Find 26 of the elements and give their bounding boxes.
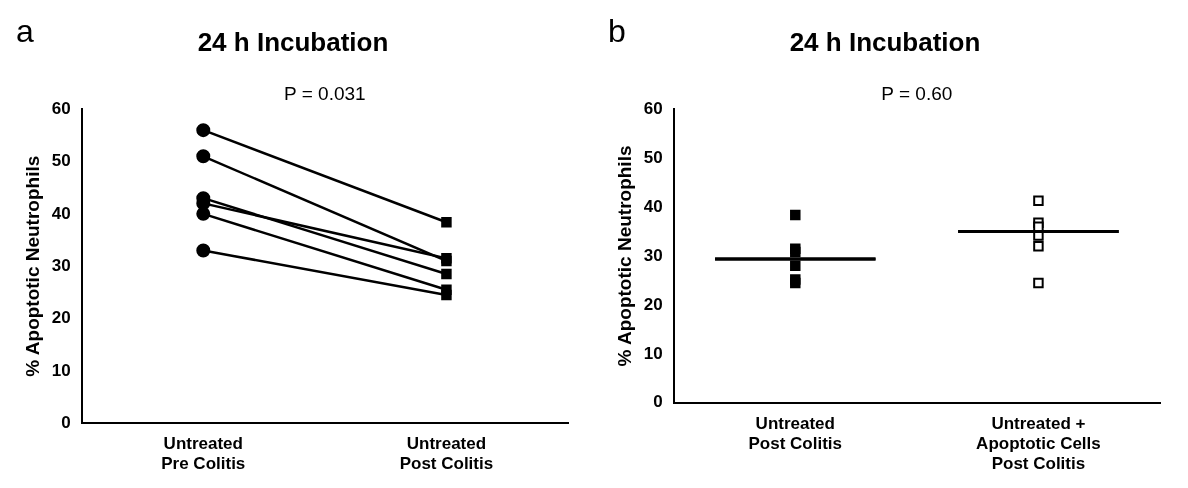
text: P = 0.031: [284, 83, 366, 104]
y-axis-title: % Apoptotic Neutrophils: [613, 145, 635, 367]
y-tick-label: 50: [51, 151, 71, 171]
y-tick-label: 60: [51, 98, 71, 118]
chart-title: 24 h Incubation: [789, 26, 981, 57]
text: a: [16, 13, 34, 49]
x-tick-label: Untreated Pre Colitis: [161, 434, 246, 474]
chart-title: 24 h Incubation: [197, 26, 389, 57]
x-tick-label: Untreated Post Colitis: [399, 434, 494, 474]
x-tick-label: Untreated + Apoptotic Cells Post Colitis: [976, 413, 1101, 474]
y-tick-label: 30: [51, 255, 71, 275]
y-tick-label: 40: [51, 203, 71, 223]
y-axis-title: % Apoptotic Neutrophils: [21, 155, 43, 377]
y-tick-label: 10: [51, 360, 71, 380]
y-tick-label: 50: [643, 147, 663, 167]
y-tick-label: 40: [643, 196, 663, 216]
y-tick-label: 0: [61, 412, 71, 432]
y-tick-label: 20: [643, 294, 663, 314]
text: b: [608, 13, 626, 49]
y-tick-label: 60: [643, 98, 663, 118]
y-tick-label: 10: [643, 343, 663, 363]
text: P = 0.60: [881, 83, 953, 104]
y-tick-label: 0: [653, 392, 663, 412]
y-tick-label: 30: [643, 245, 663, 265]
y-tick-label: 20: [51, 308, 71, 328]
x-tick-label: Untreated Post Colitis: [748, 413, 843, 454]
